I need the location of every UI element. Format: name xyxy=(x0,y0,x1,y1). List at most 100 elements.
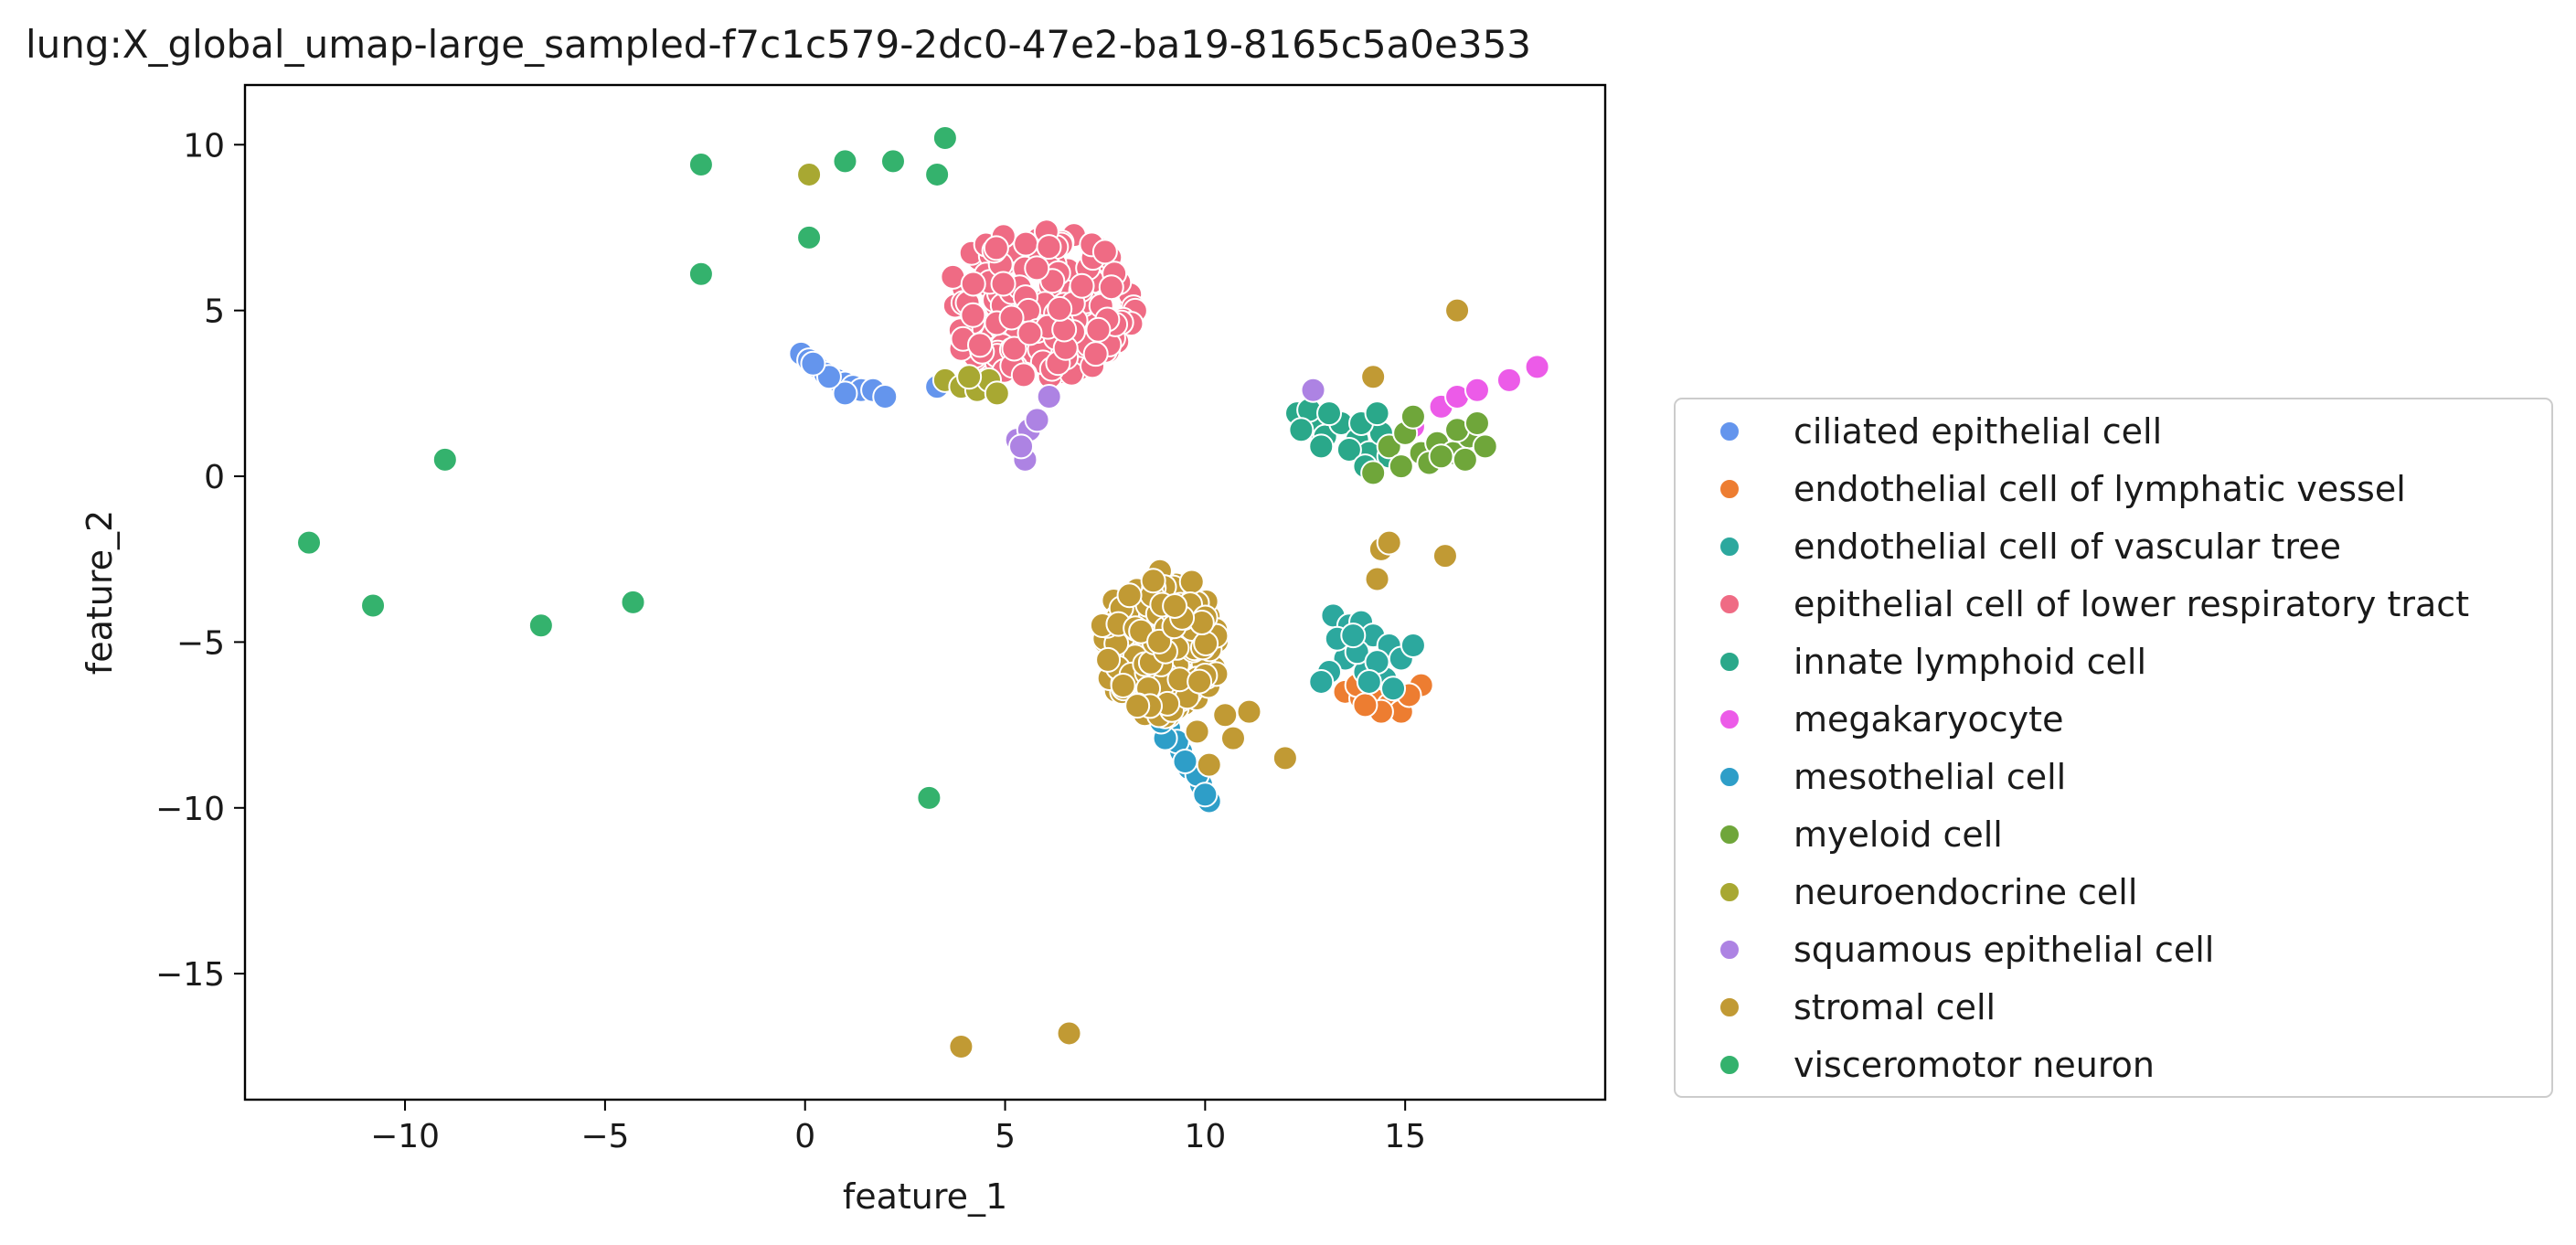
point-endothelial-cell-of-vascular-tree xyxy=(1308,668,1335,695)
point-stromal-cell xyxy=(1376,529,1402,556)
y-tick-label: −5 xyxy=(176,624,225,662)
point-stromal-cell xyxy=(1360,364,1387,390)
legend-marker-squamous-epithelial-cell xyxy=(1719,939,1740,961)
point-ciliated-epithelial-cell xyxy=(800,350,826,377)
legend-label-epithelial-cell-of-lower-respiratory-tract: epithelial cell of lower respiratory tra… xyxy=(1794,584,2469,624)
point-mesothelial-cell xyxy=(1172,749,1198,774)
point-innate-lymphoid-cell xyxy=(1364,400,1390,427)
point-stromal-cell xyxy=(1236,698,1262,725)
legend-label-endothelial-cell-of-vascular-tree: endothelial cell of vascular tree xyxy=(1794,527,2341,567)
legend-label-mesothelial-cell: mesothelial cell xyxy=(1794,757,2066,797)
legend-marker-megakaryocyte xyxy=(1719,708,1740,730)
point-visceromotor-neuron xyxy=(360,592,387,619)
x-tick-label: 0 xyxy=(794,1118,815,1155)
point-squamous-epithelial-cell xyxy=(1036,383,1062,410)
point-myeloid-cell xyxy=(1464,410,1490,436)
x-tick-label: 10 xyxy=(1184,1118,1226,1155)
point-squamous-epithelial-cell xyxy=(1300,377,1326,403)
point-visceromotor-neuron xyxy=(527,612,554,639)
legend-marker-endothelial-cell-of-lymphatic-vessel xyxy=(1719,478,1740,500)
point-myeloid-cell xyxy=(1452,446,1478,473)
point-stromal-cell xyxy=(1364,566,1390,592)
legend-label-endothelial-cell-of-lymphatic-vessel: endothelial cell of lymphatic vessel xyxy=(1794,469,2406,509)
point-squamous-epithelial-cell xyxy=(1008,433,1035,460)
point-myeloid-cell xyxy=(1388,453,1414,480)
point-stromal-cell xyxy=(1219,725,1246,751)
point-stromal-cell xyxy=(1095,646,1122,673)
point-megakaryocyte xyxy=(1464,377,1490,403)
point-ciliated-epithelial-cell xyxy=(872,383,899,410)
point-visceromotor-neuron xyxy=(879,148,906,175)
y-tick-label: 5 xyxy=(204,293,225,331)
point-stromal-cell xyxy=(1140,568,1166,594)
point-stromal-cell xyxy=(1212,702,1239,729)
point-visceromotor-neuron xyxy=(924,161,951,187)
legend: ciliated epithelial cell endothelial cell… xyxy=(1674,398,2553,1098)
point-endothelial-cell-of-vascular-tree xyxy=(1340,622,1367,649)
point-squamous-epithelial-cell xyxy=(1024,407,1050,433)
point-visceromotor-neuron xyxy=(916,784,942,811)
legend-marker-endothelial-cell-of-vascular-tree xyxy=(1719,536,1740,558)
point-epithelial-cell-of-lower-respiratory-tract xyxy=(1010,362,1037,388)
point-endothelial-cell-of-vascular-tree xyxy=(1356,668,1382,695)
legend-marker-neuroendocrine-cell xyxy=(1719,881,1740,903)
point-epithelial-cell-of-lower-respiratory-tract xyxy=(1051,316,1078,343)
legend-marker-myeloid-cell xyxy=(1719,824,1740,846)
point-epithelial-cell-of-lower-respiratory-tract xyxy=(1085,316,1112,343)
point-endothelial-cell-of-vascular-tree xyxy=(1380,676,1407,702)
point-endothelial-cell-of-vascular-tree xyxy=(1400,633,1426,659)
x-tick-label: −10 xyxy=(370,1118,440,1155)
legend-label-innate-lymphoid-cell: innate lymphoid cell xyxy=(1794,642,2146,682)
point-epithelial-cell-of-lower-respiratory-tract xyxy=(1091,239,1118,265)
point-stromal-cell xyxy=(1116,582,1143,609)
legend-label-squamous-epithelial-cell: squamous epithelial cell xyxy=(1794,930,2214,970)
legend-marker-innate-lymphoid-cell xyxy=(1719,651,1740,673)
point-epithelial-cell-of-lower-respiratory-tract xyxy=(1013,230,1039,257)
point-visceromotor-neuron xyxy=(796,224,823,250)
point-epithelial-cell-of-lower-respiratory-tract xyxy=(990,271,1017,297)
y-tick-label: 10 xyxy=(183,127,225,165)
point-innate-lymphoid-cell xyxy=(1308,433,1335,460)
y-tick-label: −15 xyxy=(155,956,225,994)
plot-frame xyxy=(243,83,1607,1101)
legend-marker-visceromotor-neuron xyxy=(1719,1054,1740,1076)
legend-label-stromal-cell: stromal cell xyxy=(1794,987,1996,1027)
point-stromal-cell xyxy=(1124,693,1151,719)
point-epithelial-cell-of-lower-respiratory-tract xyxy=(983,235,1009,261)
legend-label-megakaryocyte: megakaryocyte xyxy=(1794,699,2063,740)
point-epithelial-cell-of-lower-respiratory-tract xyxy=(1024,255,1050,282)
point-neuroendocrine-cell xyxy=(796,161,823,187)
point-epithelial-cell-of-lower-respiratory-tract xyxy=(1069,272,1095,299)
point-epithelial-cell-of-lower-respiratory-tract xyxy=(1036,234,1062,261)
point-stromal-cell xyxy=(1110,672,1136,698)
point-visceromotor-neuron xyxy=(687,152,714,178)
point-stromal-cell xyxy=(1184,718,1210,745)
point-myeloid-cell xyxy=(1472,433,1498,460)
x-tick-label: 15 xyxy=(1384,1118,1426,1155)
point-stromal-cell xyxy=(1196,751,1222,778)
y-tick-label: 0 xyxy=(204,459,225,496)
point-stromal-cell xyxy=(1193,630,1219,656)
legend-frame xyxy=(1674,398,2553,1098)
point-epithelial-cell-of-lower-respiratory-tract xyxy=(967,332,994,358)
chart-title: lung:X_global_umap-large_sampled-f7c1c57… xyxy=(26,22,1531,67)
y-tick-label: −10 xyxy=(155,791,225,828)
point-endothelial-cell-of-lymphatic-vessel xyxy=(1352,692,1378,718)
legend-marker-ciliated-epithelial-cell xyxy=(1719,420,1740,442)
legend-label-myeloid-cell: myeloid cell xyxy=(1794,814,2003,855)
point-myeloid-cell xyxy=(1428,443,1454,470)
point-epithelial-cell-of-lower-respiratory-tract xyxy=(1098,274,1124,301)
point-innate-lymphoid-cell xyxy=(1288,417,1315,443)
point-megakaryocyte xyxy=(1524,354,1550,380)
point-innate-lymphoid-cell xyxy=(1336,437,1362,463)
x-tick-label: −5 xyxy=(580,1118,629,1155)
point-mesothelial-cell xyxy=(1192,782,1219,808)
point-ciliated-epithelial-cell xyxy=(832,380,858,407)
point-visceromotor-neuron xyxy=(431,446,458,473)
point-epithelial-cell-of-lower-respiratory-tract xyxy=(998,304,1025,331)
legend-marker-stromal-cell xyxy=(1719,996,1740,1018)
points-layer xyxy=(296,125,1550,1059)
point-stromal-cell xyxy=(1187,668,1213,695)
point-epithelial-cell-of-lower-respiratory-tract xyxy=(960,271,986,297)
